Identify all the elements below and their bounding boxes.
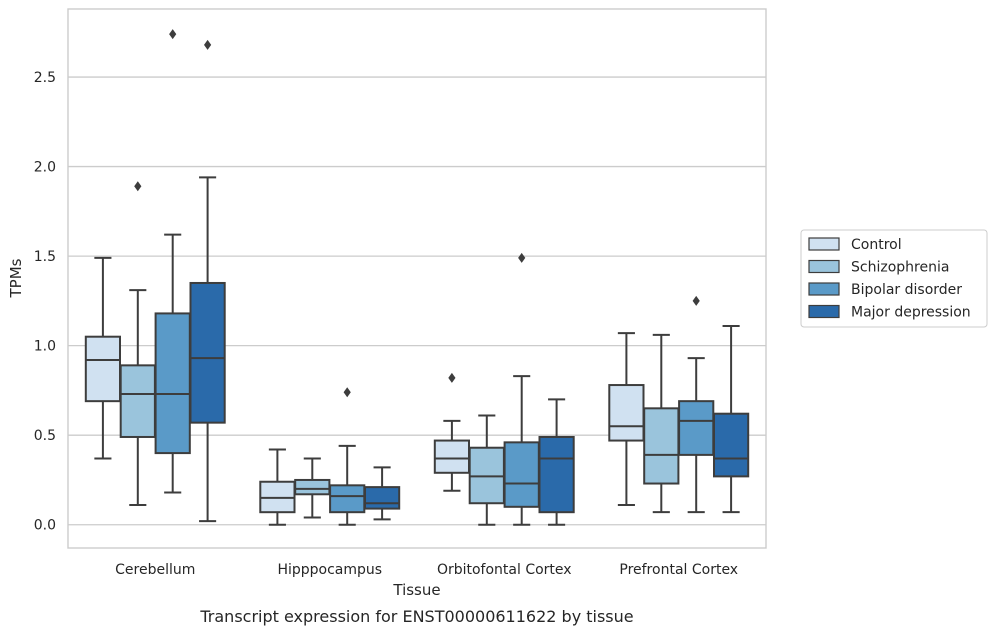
plot-frame [67,8,767,549]
box-iqr [503,441,540,508]
legend-swatch [808,259,840,274]
box-group [433,372,471,492]
legend-swatch [808,282,840,296]
box-group [294,457,331,519]
legend-label: Bipolar disorder [851,282,962,298]
legend: Control Schizophrenia Bipolar disorder Majo… [800,229,988,328]
box-group [119,181,156,507]
legend-label: Schizophrenia [851,260,949,276]
box-iqr [84,335,122,403]
outlier-point [204,39,212,50]
box-iqr [643,407,680,485]
box-iqr [538,435,575,514]
y-tick-label: 1.5 [34,249,56,265]
y-tick-label: 2.5 [34,70,56,86]
box-group [678,295,715,514]
outlier-point [343,387,351,398]
box-iqr [433,439,471,474]
y-tick-label: 0.0 [34,518,56,534]
outlier-point [518,252,526,263]
box-group [363,466,401,521]
legend-frame [800,229,988,328]
legend-label: Major depression [851,305,971,321]
box-group [329,387,366,526]
box-iqr [294,478,331,496]
box-group [154,29,191,494]
box-iqr [119,364,156,438]
box-iqr [189,281,226,424]
legend-label: Control [851,237,902,253]
x-tick-label: Prefrontal Cortex [619,562,738,578]
box-group [608,332,645,507]
box-group [189,39,226,523]
x-tick-labels: Cerebellum Hipppocampus Orbitofontal Corte… [115,562,738,578]
y-tick-label: 2.0 [34,160,56,176]
box-iqr [678,400,715,456]
box-group [643,333,680,514]
y-tick-label: 1.0 [34,339,56,355]
x-tick-label: Hipppocampus [277,562,382,578]
y-axis-label: TPMs [7,258,25,298]
box-group [259,448,296,526]
outlier-point [692,295,700,306]
box-groups [84,29,750,526]
outlier-point [169,29,177,40]
box-iqr [363,486,401,510]
y-tick-label: 0.5 [34,428,56,444]
outlier-point [134,181,142,192]
box-group [712,324,750,514]
box-group [538,398,575,526]
box-iqr [329,484,366,514]
x-tick-label: Orbitofontal Cortex [437,562,572,578]
chart-caption: Transcript expression for ENST0000061162… [199,607,633,626]
outlier-point [448,372,456,383]
y-tick-labels: 0.0 0.5 1.0 1.5 2.0 2.5 [34,70,56,534]
legend-swatch [808,304,840,319]
box-iqr [154,312,191,455]
x-axis-label: Tissue [392,581,440,599]
x-tick-label: Cerebellum [115,562,195,578]
box-iqr [608,384,645,442]
legend-swatch [808,237,840,251]
box-iqr [712,412,750,478]
